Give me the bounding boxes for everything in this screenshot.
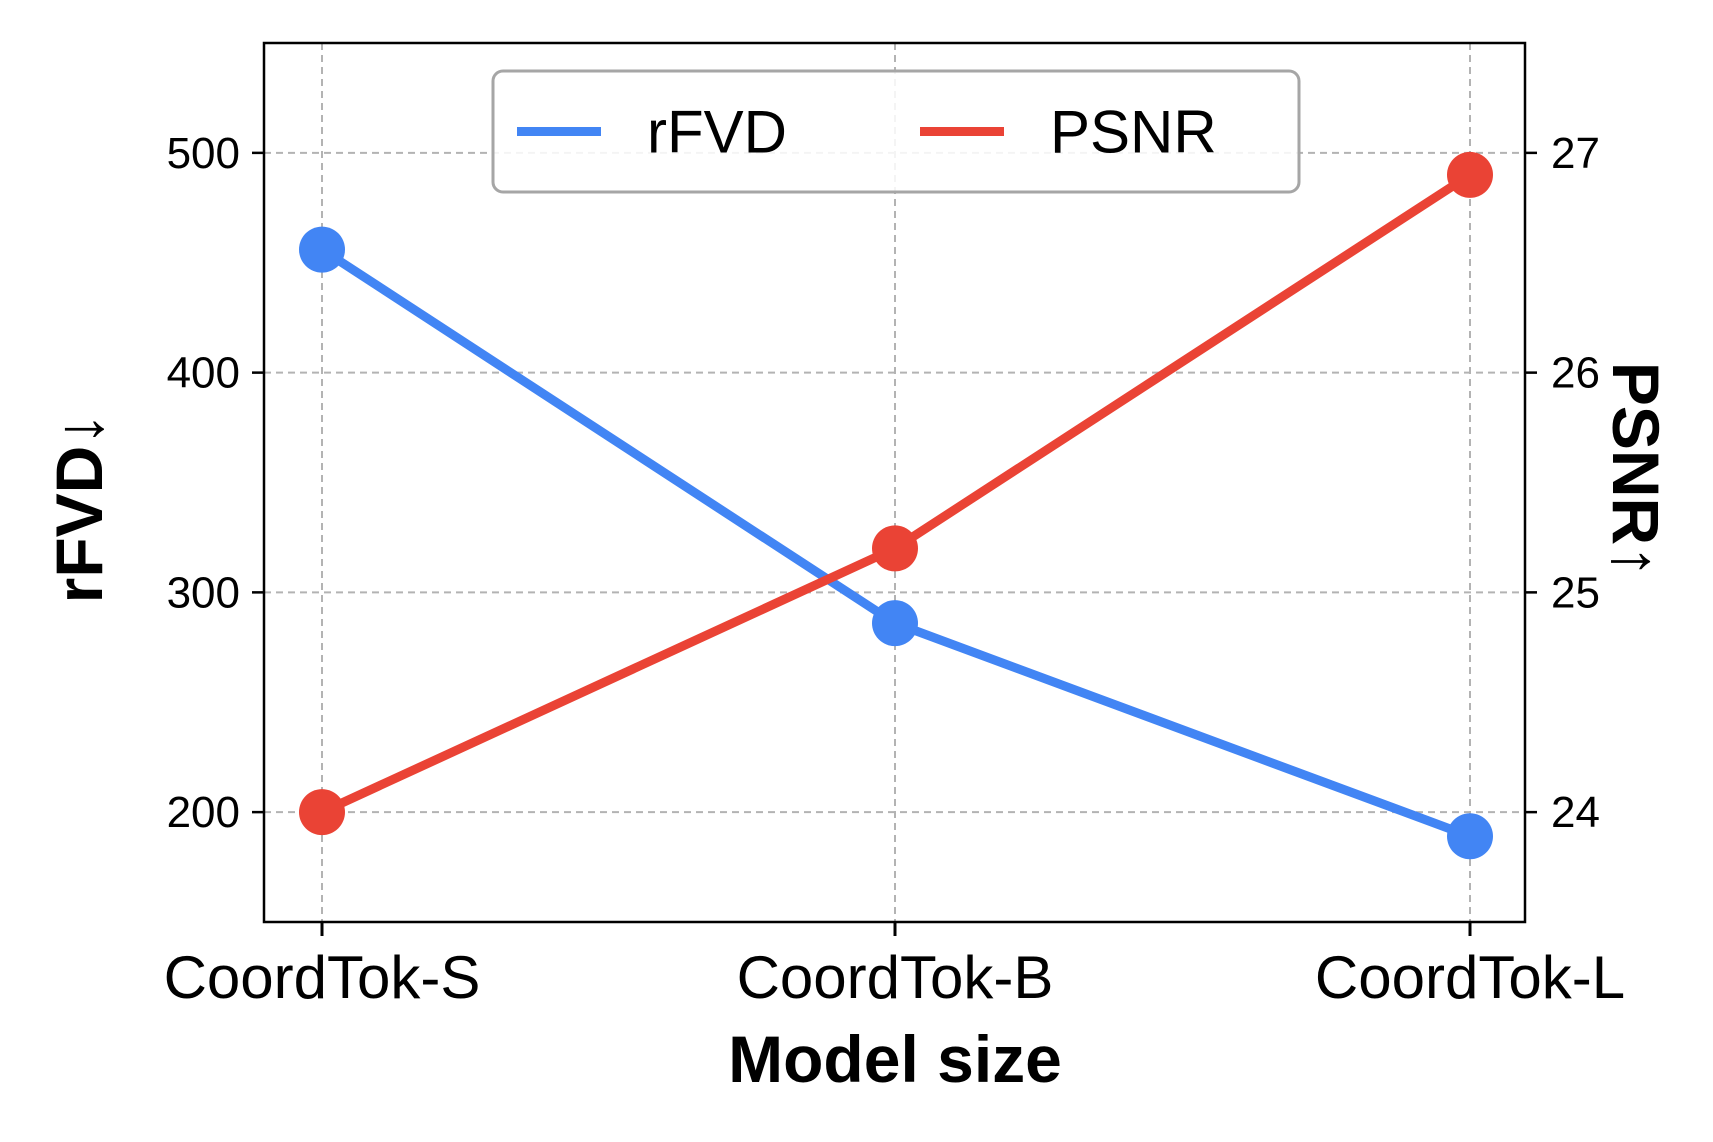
x-tick-label: CoordTok-S [164, 944, 481, 1011]
y-left-tick-label: 300 [167, 568, 240, 617]
data-point-rfvd [872, 600, 918, 647]
y-right-tick-label: 26 [1551, 349, 1600, 398]
legend: rFVD PSNR [491, 69, 1301, 194]
y-axis-left-title: rFVD↓ [42, 413, 116, 604]
legend-box [491, 69, 1301, 194]
legend-label-rfvd: rFVD [647, 99, 787, 166]
y-left-tick-label: 400 [167, 349, 240, 398]
data-point-psnr [872, 525, 918, 572]
y-axis-right-title: PSNR↑ [1599, 362, 1673, 578]
axes-layer: 200 300 400 500 24 25 26 27 CoordTok-S CoordTok-B… [164, 41, 1625, 1011]
y-right-tick-label: 27 [1551, 129, 1600, 178]
data-point-rfvd [1447, 813, 1493, 860]
legend-label-psnr: PSNR [1050, 99, 1217, 166]
y-right-tick-label: 24 [1551, 788, 1600, 837]
data-point-psnr [299, 789, 345, 836]
y-left-tick-label: 500 [167, 129, 240, 178]
y-right-tick-label: 25 [1551, 568, 1600, 617]
data-point-rfvd [299, 226, 345, 273]
x-tick-label: CoordTok-B [737, 944, 1054, 1011]
x-tick-label: CoordTok-L [1315, 944, 1625, 1011]
series-layer [299, 151, 1493, 860]
data-point-psnr [1447, 151, 1493, 198]
y-left-tick-label: 200 [167, 788, 240, 837]
labels-layer: Model size rFVD↓ PSNR↑ [42, 362, 1673, 1096]
x-axis-title: Model size [728, 1022, 1062, 1096]
